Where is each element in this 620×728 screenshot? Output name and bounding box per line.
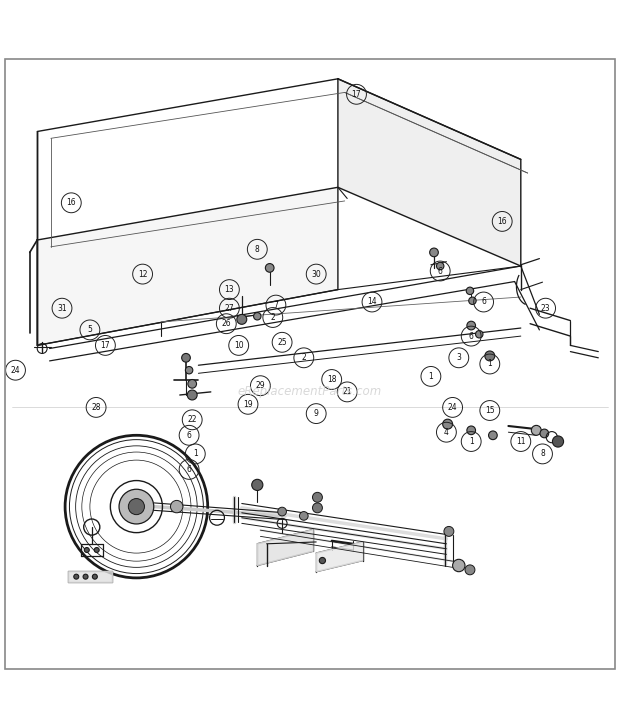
Text: 23: 23: [541, 304, 551, 313]
Text: 6: 6: [469, 331, 474, 341]
Circle shape: [489, 431, 497, 440]
Text: 8: 8: [540, 449, 545, 459]
Circle shape: [485, 351, 495, 361]
Text: 19: 19: [243, 400, 253, 409]
Circle shape: [74, 574, 79, 579]
Circle shape: [83, 574, 88, 579]
Text: 6: 6: [187, 431, 192, 440]
Text: 30: 30: [311, 269, 321, 279]
Text: 6: 6: [481, 298, 486, 306]
Text: 1: 1: [469, 437, 474, 446]
Text: 3: 3: [456, 353, 461, 363]
Circle shape: [430, 248, 438, 257]
Circle shape: [278, 507, 286, 516]
Circle shape: [299, 512, 308, 521]
Text: 17: 17: [100, 341, 110, 350]
Circle shape: [443, 419, 453, 429]
Circle shape: [466, 287, 474, 295]
Circle shape: [453, 559, 465, 571]
Circle shape: [465, 565, 475, 575]
Polygon shape: [68, 571, 112, 582]
Text: 1: 1: [193, 449, 198, 459]
Circle shape: [319, 558, 326, 563]
Text: 12: 12: [138, 269, 148, 279]
Text: 7: 7: [273, 301, 278, 309]
Text: 5: 5: [87, 325, 92, 334]
Text: 17: 17: [352, 90, 361, 99]
Text: 1: 1: [487, 360, 492, 368]
Circle shape: [188, 379, 197, 388]
Text: 24: 24: [11, 365, 20, 375]
Circle shape: [540, 429, 549, 438]
Circle shape: [94, 547, 99, 553]
Circle shape: [312, 492, 322, 502]
Text: 22: 22: [187, 415, 197, 424]
Circle shape: [254, 312, 261, 320]
Circle shape: [182, 354, 190, 362]
Text: 24: 24: [448, 403, 458, 412]
Text: 31: 31: [57, 304, 67, 313]
Circle shape: [252, 479, 263, 491]
Text: 18: 18: [327, 375, 337, 384]
Text: 16: 16: [66, 198, 76, 207]
Text: 11: 11: [516, 437, 526, 446]
Text: 8: 8: [255, 245, 260, 254]
Polygon shape: [37, 187, 338, 345]
Text: 15: 15: [485, 406, 495, 415]
Circle shape: [312, 503, 322, 513]
Circle shape: [185, 366, 193, 374]
Circle shape: [170, 500, 183, 513]
Polygon shape: [257, 529, 313, 566]
Text: 6: 6: [187, 465, 192, 474]
Polygon shape: [338, 79, 521, 266]
Text: 10: 10: [234, 341, 244, 350]
Circle shape: [128, 499, 144, 515]
Circle shape: [476, 331, 483, 338]
Circle shape: [552, 436, 564, 447]
Text: 25: 25: [277, 338, 287, 347]
Circle shape: [467, 426, 476, 435]
Circle shape: [436, 262, 444, 270]
Text: 1: 1: [428, 372, 433, 381]
Circle shape: [265, 264, 274, 272]
Text: 21: 21: [342, 387, 352, 397]
Text: 13: 13: [224, 285, 234, 294]
Text: 2: 2: [301, 353, 306, 363]
Text: 26: 26: [221, 319, 231, 328]
Text: 29: 29: [255, 381, 265, 390]
Text: 28: 28: [91, 403, 101, 412]
Text: 2: 2: [270, 313, 275, 322]
Text: 14: 14: [367, 298, 377, 306]
Text: 16: 16: [497, 217, 507, 226]
Circle shape: [187, 390, 197, 400]
Circle shape: [469, 297, 476, 304]
Text: 6: 6: [438, 266, 443, 275]
Text: 9: 9: [314, 409, 319, 418]
Circle shape: [119, 489, 154, 524]
Polygon shape: [316, 542, 363, 571]
Text: 4: 4: [444, 428, 449, 437]
Text: 27: 27: [224, 304, 234, 313]
Circle shape: [92, 574, 97, 579]
Circle shape: [531, 425, 541, 435]
Circle shape: [84, 547, 89, 553]
Text: eReplacementParts.com: eReplacementParts.com: [238, 385, 382, 398]
Circle shape: [467, 321, 476, 330]
Circle shape: [237, 314, 247, 324]
Circle shape: [444, 526, 454, 537]
